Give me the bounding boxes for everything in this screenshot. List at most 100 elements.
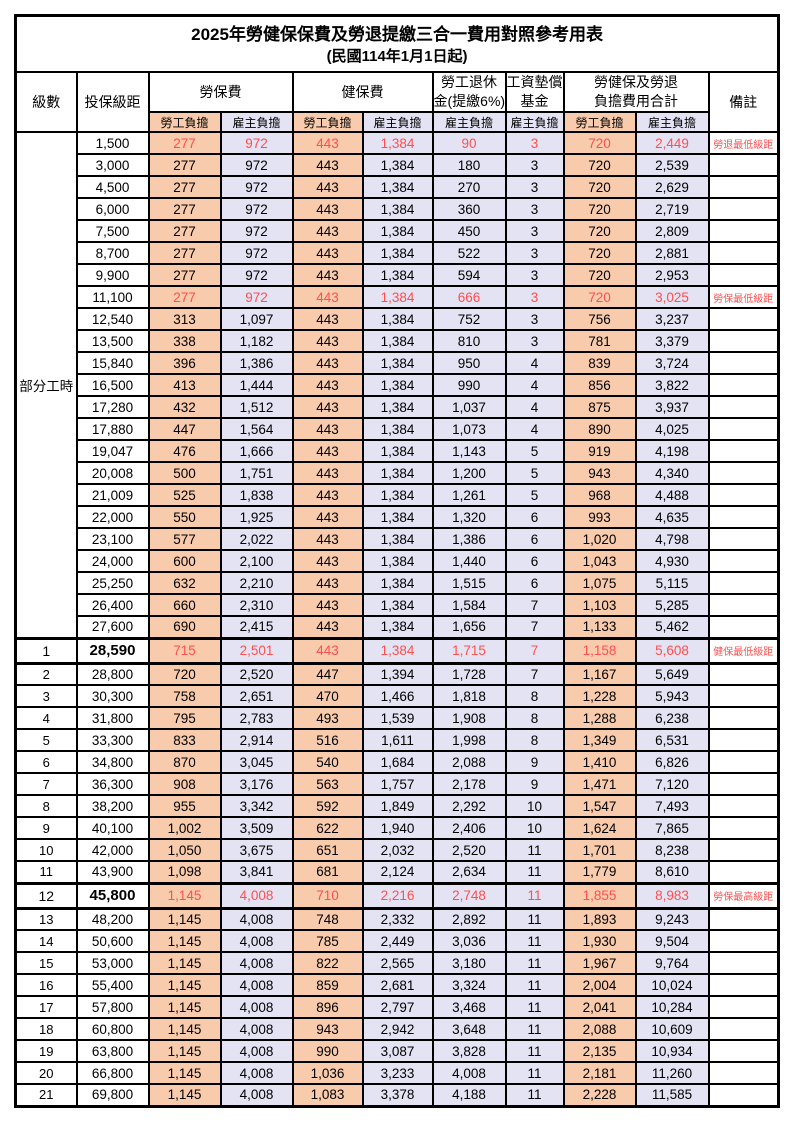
total-employer-cell: 2,881 bbox=[634, 241, 710, 265]
pension-employer-cell: 2,634 bbox=[431, 860, 507, 884]
total-employee-cell: 2,088 bbox=[562, 1017, 637, 1041]
bracket-cell: 26,400 bbox=[75, 593, 150, 617]
labor-employee-cell: 500 bbox=[147, 461, 222, 485]
labor-employer-cell: 2,310 bbox=[219, 593, 294, 617]
pension-employer-cell: 3,648 bbox=[431, 1017, 507, 1041]
pension-employer-cell: 3,036 bbox=[431, 929, 507, 953]
health-employer-cell: 1,684 bbox=[361, 750, 434, 774]
table-row: 6,000 277 972 443 1,384 360 3 720 2,719 bbox=[16, 197, 780, 221]
total-employer-cell: 8,610 bbox=[634, 860, 710, 884]
total-employee-cell: 720 bbox=[562, 197, 637, 221]
bracket-cell: 50,600 bbox=[75, 929, 150, 953]
pension-employer-cell: 3,828 bbox=[431, 1039, 507, 1063]
pension-header-line1: 勞工退休 bbox=[441, 74, 497, 91]
health-employer-cell: 1,384 bbox=[361, 615, 434, 639]
col-header-total: 勞健保及勞退 負擔費用合計 bbox=[562, 71, 710, 113]
table-row: 17,280 432 1,512 443 1,384 1,037 4 875 3,937 bbox=[16, 395, 780, 419]
level-cell: 2 bbox=[14, 662, 78, 686]
total-employer-cell: 5,943 bbox=[634, 684, 710, 708]
health-employer-cell: 1,611 bbox=[361, 728, 434, 752]
wage-fund-employer-cell: 11 bbox=[504, 951, 565, 975]
total-employer-cell: 4,930 bbox=[634, 549, 710, 573]
subheader-total-employer: 雇主負擔 bbox=[634, 111, 710, 133]
remark-cell: 健保最低級距 bbox=[707, 636, 780, 665]
pension-employer-cell: 2,406 bbox=[431, 816, 507, 840]
table-row: 20 66,800 1,145 4,008 1,036 3,233 4,008 11 2,181… bbox=[14, 1061, 780, 1085]
pension-employer-cell: 1,908 bbox=[431, 706, 507, 730]
labor-employee-cell: 1,145 bbox=[147, 995, 222, 1019]
total-employer-cell: 2,953 bbox=[634, 263, 710, 287]
total-employee-cell: 1,967 bbox=[562, 951, 637, 975]
bracket-cell: 21,009 bbox=[75, 483, 150, 507]
total-employee-cell: 720 bbox=[562, 175, 637, 199]
health-employer-cell: 1,384 bbox=[361, 395, 434, 419]
total-employer-cell: 7,493 bbox=[634, 794, 710, 818]
bracket-cell: 1,500 bbox=[75, 131, 150, 155]
labor-employer-cell: 2,022 bbox=[219, 527, 294, 551]
total-employer-cell: 3,724 bbox=[634, 351, 710, 375]
labor-employee-cell: 1,002 bbox=[147, 816, 222, 840]
health-employer-cell: 1,384 bbox=[361, 153, 434, 177]
health-employer-cell: 1,384 bbox=[361, 241, 434, 265]
total-employer-cell: 3,822 bbox=[634, 373, 710, 397]
table-row: 13,500 338 1,182 443 1,384 810 3 781 3,379 bbox=[16, 329, 780, 353]
health-employer-cell: 1,384 bbox=[361, 549, 434, 573]
health-employer-cell: 1,384 bbox=[361, 307, 434, 331]
health-employee-cell: 443 bbox=[291, 549, 364, 573]
wage-fund-employer-cell: 11 bbox=[504, 1017, 565, 1041]
health-employer-cell: 1,384 bbox=[361, 505, 434, 529]
table-row: 20,008 500 1,751 443 1,384 1,200 5 943 4,340 bbox=[16, 461, 780, 485]
bracket-cell: 53,000 bbox=[75, 951, 150, 975]
wage-fund-employer-cell: 4 bbox=[504, 417, 565, 441]
bracket-cell: 57,800 bbox=[75, 995, 150, 1019]
level-cell: 3 bbox=[14, 684, 78, 708]
health-employer-cell: 3,233 bbox=[361, 1061, 434, 1085]
wage-fund-employer-cell: 4 bbox=[504, 395, 565, 419]
table-row: 19 63,800 1,145 4,008 990 3,087 3,828 11 2,135 10… bbox=[14, 1039, 780, 1063]
wage-fund-employer-cell: 5 bbox=[504, 461, 565, 485]
remark-cell bbox=[707, 197, 780, 221]
premium-reference-table: 2025年勞健保保費及勞退提繳三合一費用對照參考用表 (民國114年1月1日起)… bbox=[14, 14, 781, 1108]
bracket-cell: 43,900 bbox=[75, 860, 150, 884]
health-employee-cell: 443 bbox=[291, 219, 364, 243]
pension-employer-cell: 522 bbox=[431, 241, 507, 265]
health-employer-cell: 1,757 bbox=[361, 772, 434, 796]
labor-employer-cell: 1,564 bbox=[219, 417, 294, 441]
wage-fund-employer-cell: 7 bbox=[504, 662, 565, 686]
wage-fund-employer-cell: 7 bbox=[504, 636, 565, 665]
wage-fund-employer-cell: 3 bbox=[504, 219, 565, 243]
table-row: 25,250 632 2,210 443 1,384 1,515 6 1,075 5,115 bbox=[16, 571, 780, 595]
labor-employee-cell: 795 bbox=[147, 706, 222, 730]
wage-fund-header-line1: 工資墊償 bbox=[506, 74, 563, 91]
total-employer-cell: 9,504 bbox=[634, 929, 710, 953]
level-cell: 1 bbox=[14, 636, 78, 665]
total-employee-cell: 2,228 bbox=[562, 1083, 637, 1107]
health-employee-cell: 681 bbox=[291, 860, 364, 884]
remark-cell bbox=[707, 860, 780, 884]
labor-employee-cell: 1,098 bbox=[147, 860, 222, 884]
health-employee-cell: 443 bbox=[291, 351, 364, 375]
pension-employer-cell: 1,320 bbox=[431, 505, 507, 529]
wage-fund-employer-cell: 3 bbox=[504, 131, 565, 155]
health-employee-cell: 443 bbox=[291, 131, 364, 155]
total-employer-cell: 4,198 bbox=[634, 439, 710, 463]
bracket-cell: 17,280 bbox=[75, 395, 150, 419]
health-employee-cell: 443 bbox=[291, 373, 364, 397]
level-cell: 7 bbox=[14, 772, 78, 796]
total-employee-cell: 1,167 bbox=[562, 662, 637, 686]
pension-employer-cell: 2,088 bbox=[431, 750, 507, 774]
bracket-cell: 63,800 bbox=[75, 1039, 150, 1063]
labor-employee-cell: 277 bbox=[147, 153, 222, 177]
remark-cell bbox=[707, 816, 780, 840]
labor-employer-cell: 4,008 bbox=[219, 881, 294, 910]
health-employee-cell: 443 bbox=[291, 307, 364, 331]
bracket-cell: 22,000 bbox=[75, 505, 150, 529]
labor-employee-cell: 313 bbox=[147, 307, 222, 331]
bracket-cell: 33,300 bbox=[75, 728, 150, 752]
labor-employee-cell: 600 bbox=[147, 549, 222, 573]
total-employee-cell: 968 bbox=[562, 483, 637, 507]
labor-employee-cell: 1,050 bbox=[147, 838, 222, 862]
wage-fund-header-line2: 基金 bbox=[520, 93, 549, 109]
bracket-cell: 4,500 bbox=[75, 175, 150, 199]
health-employee-cell: 493 bbox=[291, 706, 364, 730]
